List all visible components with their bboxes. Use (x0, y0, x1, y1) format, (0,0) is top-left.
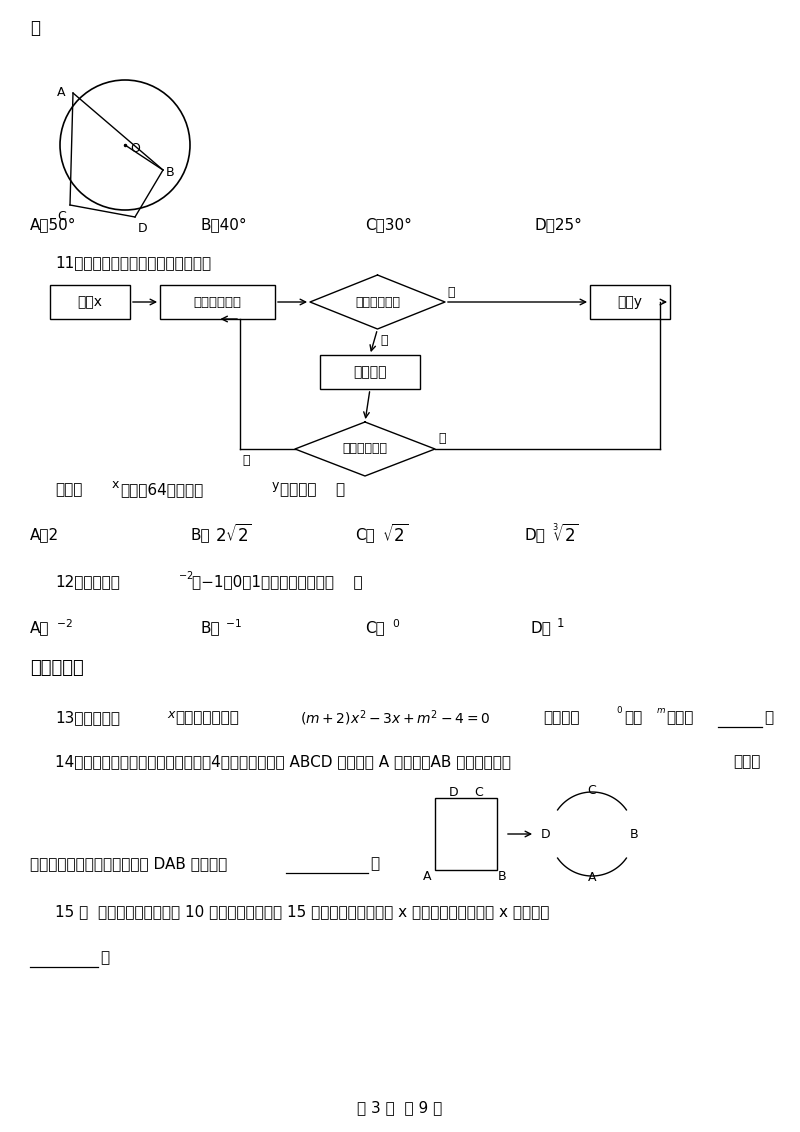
Text: $^0$: $^0$ (616, 706, 623, 720)
Text: $^{-1}$: $^{-1}$ (225, 620, 242, 635)
Text: 当输入: 当输入 (55, 482, 82, 497)
Text: 否: 否 (242, 455, 250, 468)
Text: D．: D． (530, 620, 551, 635)
Text: ，则: ，则 (624, 711, 642, 726)
Text: B: B (630, 827, 638, 840)
Text: 输入x: 输入x (78, 295, 102, 309)
Text: $^m$: $^m$ (656, 706, 666, 720)
Text: A: A (57, 86, 65, 100)
Text: 是: 是 (438, 432, 446, 446)
Text: 否: 否 (381, 334, 388, 348)
Text: $^{-2}$: $^{-2}$ (178, 571, 194, 585)
Text: 14．如图，某数学兴趣小组将边长为4的正方形铁丝框 ABCD 变形为以 A 为圆心，AB 为半径的扇形: 14．如图，某数学兴趣小组将边长为4的正方形铁丝框 ABCD 变形为以 A 为圆… (55, 755, 511, 770)
Text: C: C (58, 211, 66, 223)
Text: 是: 是 (447, 285, 454, 299)
Text: D．25°: D．25° (535, 217, 583, 232)
Text: B．40°: B．40° (200, 217, 246, 232)
Text: ，−1，0，1中，最小的数是（    ）: ，−1，0，1中，最小的数是（ ） (192, 575, 362, 590)
Text: 铁丝的粗细），则所得的扇形 DAB 的面积为: 铁丝的粗细），则所得的扇形 DAB 的面积为 (30, 857, 227, 872)
Text: C．: C． (355, 528, 374, 542)
Text: A．50°: A．50° (30, 217, 77, 232)
Text: $x$: $x$ (167, 708, 177, 720)
Text: O: O (130, 142, 140, 155)
Text: y: y (272, 479, 279, 491)
Text: $(m+2)x^2-3x+m^2-4=0$: $(m+2)x^2-3x+m^2-4=0$ (300, 709, 490, 728)
Text: A．2: A．2 (30, 528, 59, 542)
Text: ．: ． (370, 857, 379, 872)
Text: C: C (588, 784, 596, 797)
Text: 15 ．  一项工程，甲单独做 10 天完成，乙单独做 15 天完成．若两人合做 x 天完成，则可得关于 x 的方程为: 15 ． 一项工程，甲单独做 10 天完成，乙单独做 15 天完成．若两人合做 … (55, 904, 550, 919)
Bar (590, 285, 670, 319)
Text: D: D (541, 827, 550, 840)
Text: B．: B． (200, 620, 220, 635)
Text: （忽略: （忽略 (733, 755, 760, 770)
Text: D: D (449, 786, 458, 798)
Text: 是否为无理数: 是否为无理数 (342, 443, 387, 455)
Text: 的值为64时，输出: 的值为64时，输出 (120, 482, 203, 497)
Text: 的值是（    ）: 的值是（ ） (280, 482, 345, 497)
Text: D．: D． (525, 528, 546, 542)
Text: $\sqrt[3]{2}$: $\sqrt[3]{2}$ (552, 524, 578, 546)
Text: ．: ． (764, 711, 773, 726)
Text: x: x (112, 479, 119, 491)
Text: ）: ） (30, 19, 40, 37)
Bar (160, 285, 275, 319)
Text: C．: C． (365, 620, 385, 635)
Bar (320, 355, 420, 389)
Text: 求立方根: 求立方根 (354, 365, 386, 379)
Text: 12．在有理数: 12．在有理数 (55, 575, 120, 590)
Text: $2\sqrt{2}$: $2\sqrt{2}$ (215, 524, 252, 546)
Text: $\sqrt{2}$: $\sqrt{2}$ (382, 524, 408, 546)
Text: 第 3 页  共 9 页: 第 3 页 共 9 页 (358, 1100, 442, 1115)
Text: ．: ． (100, 951, 109, 966)
Text: 求算术平方根: 求算术平方根 (194, 295, 242, 309)
Text: 是否为无理数: 是否为无理数 (355, 295, 400, 309)
Text: 13．已知关于: 13．已知关于 (55, 711, 120, 726)
Text: A: A (422, 869, 431, 883)
Text: A．: A． (30, 620, 50, 635)
Text: 二、填空题: 二、填空题 (30, 659, 84, 677)
Text: C: C (474, 786, 482, 798)
Text: B．: B． (190, 528, 210, 542)
Text: B: B (166, 165, 174, 179)
Text: B: B (498, 869, 506, 883)
Text: 的一根为: 的一根为 (543, 711, 579, 726)
Bar (50, 285, 130, 319)
Text: $^0$: $^0$ (392, 620, 400, 635)
Text: 的值为: 的值为 (666, 711, 694, 726)
Text: 11．有一个数值转换器，流程如下：: 11．有一个数值转换器，流程如下： (55, 256, 211, 271)
Bar (435, 798, 497, 871)
Text: C．30°: C．30° (365, 217, 412, 232)
Text: $^{-2}$: $^{-2}$ (56, 620, 73, 635)
Text: $^1$: $^1$ (556, 619, 565, 637)
Text: D: D (138, 222, 148, 235)
Text: 输出y: 输出y (618, 295, 642, 309)
Text: A: A (588, 871, 596, 884)
Text: 的一元二次方程: 的一元二次方程 (175, 711, 239, 726)
